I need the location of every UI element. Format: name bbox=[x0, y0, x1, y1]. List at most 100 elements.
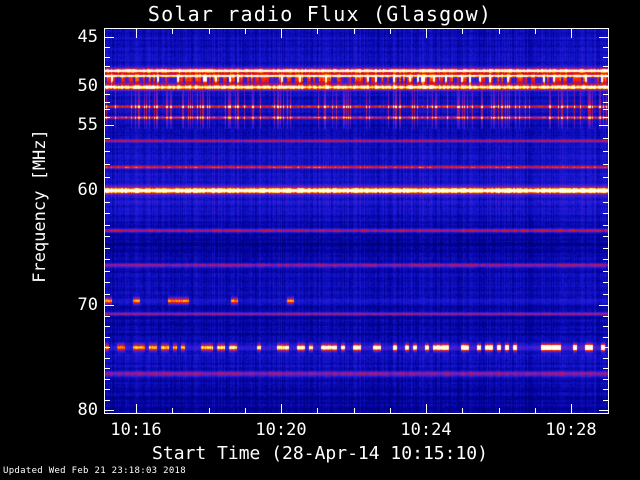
y-tick-minor bbox=[603, 259, 608, 260]
x-tick-minor bbox=[390, 29, 391, 34]
y-tick-minor bbox=[105, 202, 110, 203]
x-tick-label: 10:16 bbox=[110, 420, 162, 440]
y-tick-label: 60 bbox=[77, 180, 98, 200]
y-tick-minor bbox=[105, 47, 110, 48]
y-tick-minor bbox=[603, 248, 608, 249]
y-tick-major bbox=[105, 190, 114, 191]
y-tick-minor bbox=[105, 248, 110, 249]
y-tick-minor bbox=[603, 109, 608, 110]
y-tick-minor bbox=[603, 66, 608, 67]
y-tick-minor bbox=[603, 294, 608, 295]
y-tick-minor bbox=[603, 347, 608, 348]
y-tick-minor bbox=[105, 316, 110, 317]
y-tick-major bbox=[105, 125, 114, 126]
x-tick-label: 10:28 bbox=[545, 420, 597, 440]
y-tick-minor bbox=[603, 271, 608, 272]
y-tick-minor bbox=[603, 282, 608, 283]
y-tick-minor bbox=[105, 294, 110, 295]
y-tick-label: 55 bbox=[77, 115, 98, 135]
y-tick-minor bbox=[603, 94, 608, 95]
y-tick-minor bbox=[603, 400, 608, 401]
y-tick-major bbox=[599, 190, 608, 191]
y-tick-minor bbox=[603, 151, 608, 152]
y-tick-minor bbox=[105, 271, 110, 272]
x-tick-major bbox=[571, 404, 572, 413]
y-tick-major bbox=[599, 305, 608, 306]
y-tick-major bbox=[599, 86, 608, 87]
y-tick-minor bbox=[105, 259, 110, 260]
x-tick-major bbox=[426, 29, 427, 38]
y-axis-title: Frequency [MHz] bbox=[30, 129, 50, 283]
y-tick-minor bbox=[105, 358, 110, 359]
spectrogram-canvas bbox=[105, 29, 608, 413]
y-tick-major bbox=[599, 37, 608, 38]
y-tick-minor bbox=[603, 57, 608, 58]
x-tick-minor bbox=[462, 29, 463, 34]
y-tick-minor bbox=[603, 225, 608, 226]
y-tick-minor bbox=[105, 117, 110, 118]
y-tick-minor bbox=[105, 337, 110, 338]
y-tick-minor bbox=[603, 316, 608, 317]
y-tick-minor bbox=[603, 202, 608, 203]
y-tick-minor bbox=[105, 164, 110, 165]
y-tick-major bbox=[105, 410, 114, 411]
y-tick-label: 70 bbox=[77, 295, 98, 315]
y-tick-minor bbox=[105, 368, 110, 369]
y-tick-minor bbox=[603, 138, 608, 139]
x-tick-minor bbox=[354, 408, 355, 413]
y-tick-minor bbox=[105, 282, 110, 283]
y-tick-minor bbox=[105, 213, 110, 214]
y-tick-minor bbox=[105, 236, 110, 237]
y-tick-minor bbox=[105, 347, 110, 348]
y-tick-minor bbox=[105, 379, 110, 380]
x-tick-minor bbox=[172, 408, 173, 413]
x-tick-major bbox=[136, 404, 137, 413]
y-tick-minor bbox=[105, 57, 110, 58]
y-tick-minor bbox=[603, 76, 608, 77]
y-tick-minor bbox=[105, 66, 110, 67]
y-tick-major bbox=[105, 37, 114, 38]
x-tick-major bbox=[136, 29, 137, 38]
x-tick-minor bbox=[535, 29, 536, 34]
y-tick-major bbox=[599, 125, 608, 126]
y-tick-minor bbox=[105, 151, 110, 152]
y-tick-major bbox=[599, 410, 608, 411]
y-tick-minor bbox=[105, 94, 110, 95]
x-tick-minor bbox=[209, 408, 210, 413]
x-tick-minor bbox=[354, 29, 355, 34]
y-tick-minor bbox=[105, 138, 110, 139]
y-tick-minor bbox=[105, 326, 110, 327]
x-tick-minor bbox=[499, 29, 500, 34]
y-tick-minor bbox=[105, 177, 110, 178]
y-tick-minor bbox=[105, 76, 110, 77]
y-tick-minor bbox=[603, 177, 608, 178]
y-tick-minor bbox=[105, 389, 110, 390]
spectrogram-plot-area bbox=[105, 29, 608, 413]
x-axis-title: Start Time (28-Apr-14 10:15:10) bbox=[152, 443, 488, 464]
x-tick-minor bbox=[317, 408, 318, 413]
y-tick-minor bbox=[603, 379, 608, 380]
y-tick-minor bbox=[105, 109, 110, 110]
x-tick-minor bbox=[245, 29, 246, 34]
y-tick-minor bbox=[603, 326, 608, 327]
x-tick-label: 10:24 bbox=[400, 420, 452, 440]
x-tick-minor bbox=[390, 408, 391, 413]
y-tick-minor bbox=[603, 368, 608, 369]
y-tick-minor bbox=[603, 337, 608, 338]
y-tick-minor bbox=[603, 164, 608, 165]
updated-timestamp: Updated Wed Feb 21 23:18:03 2018 bbox=[3, 466, 186, 476]
x-tick-major bbox=[281, 29, 282, 38]
y-tick-minor bbox=[603, 47, 608, 48]
page-title: Solar radio Flux (Glasgow) bbox=[147, 2, 493, 26]
y-tick-label: 50 bbox=[77, 76, 98, 96]
y-tick-minor bbox=[603, 389, 608, 390]
y-tick-label: 80 bbox=[77, 400, 98, 420]
x-tick-minor bbox=[535, 408, 536, 413]
x-tick-major bbox=[571, 29, 572, 38]
y-tick-label: 45 bbox=[77, 27, 98, 47]
y-tick-minor bbox=[603, 117, 608, 118]
x-tick-major bbox=[426, 404, 427, 413]
x-tick-minor bbox=[245, 408, 246, 413]
x-tick-minor bbox=[209, 29, 210, 34]
y-tick-minor bbox=[603, 358, 608, 359]
